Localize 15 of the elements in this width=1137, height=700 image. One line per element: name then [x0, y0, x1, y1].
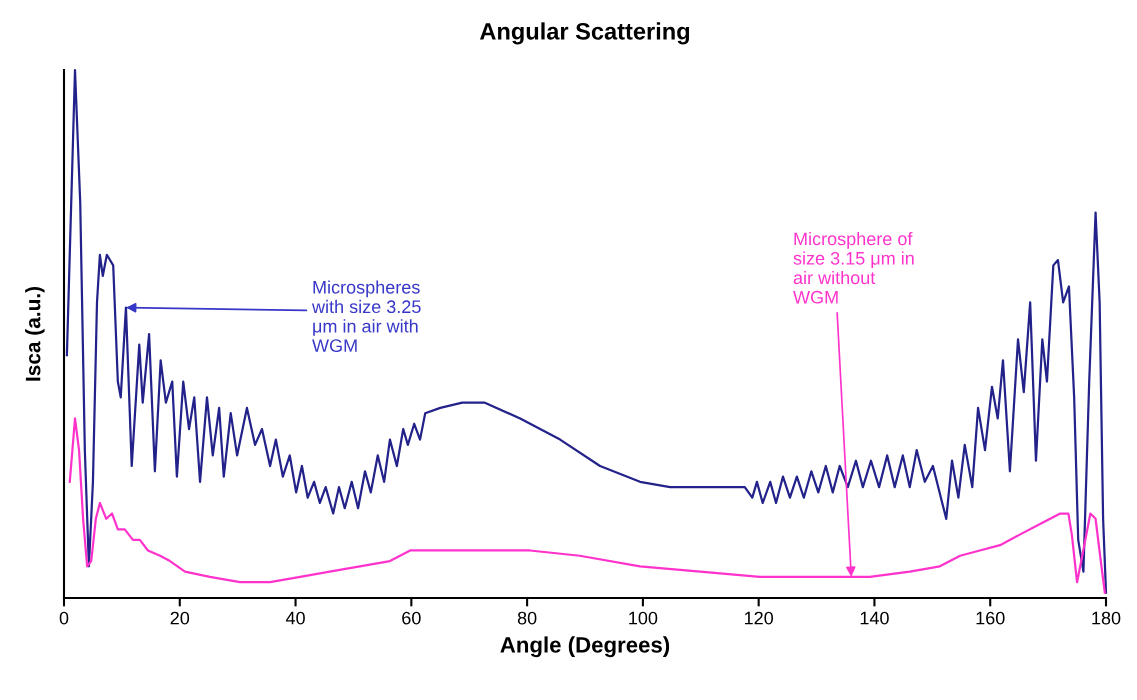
x-tick-label: 120: [744, 611, 774, 625]
x-tick-label: 40: [285, 611, 305, 625]
y-axis-title: Isca (a.u.): [25, 286, 45, 381]
x-tick-label: 180: [1092, 611, 1121, 625]
x-tick-label: 160: [976, 611, 1005, 625]
x-tick-label: 0: [59, 611, 69, 625]
x-tick-label: 20: [170, 611, 190, 625]
x-tick-label: 140: [860, 611, 889, 625]
chart-title: Angular Scattering: [479, 22, 690, 45]
x-tick-label: 60: [402, 611, 421, 625]
annotation: Microspheres with size 3.25 μm in air with WGM: [311, 280, 421, 353]
x-tick-label: 100: [629, 611, 658, 625]
annotation: Microsphere of size 3.15 μm in air without WGM: [793, 232, 914, 304]
x-tick-label: 80: [517, 611, 537, 625]
x-axis-title: Angle (Degrees): [500, 636, 670, 658]
